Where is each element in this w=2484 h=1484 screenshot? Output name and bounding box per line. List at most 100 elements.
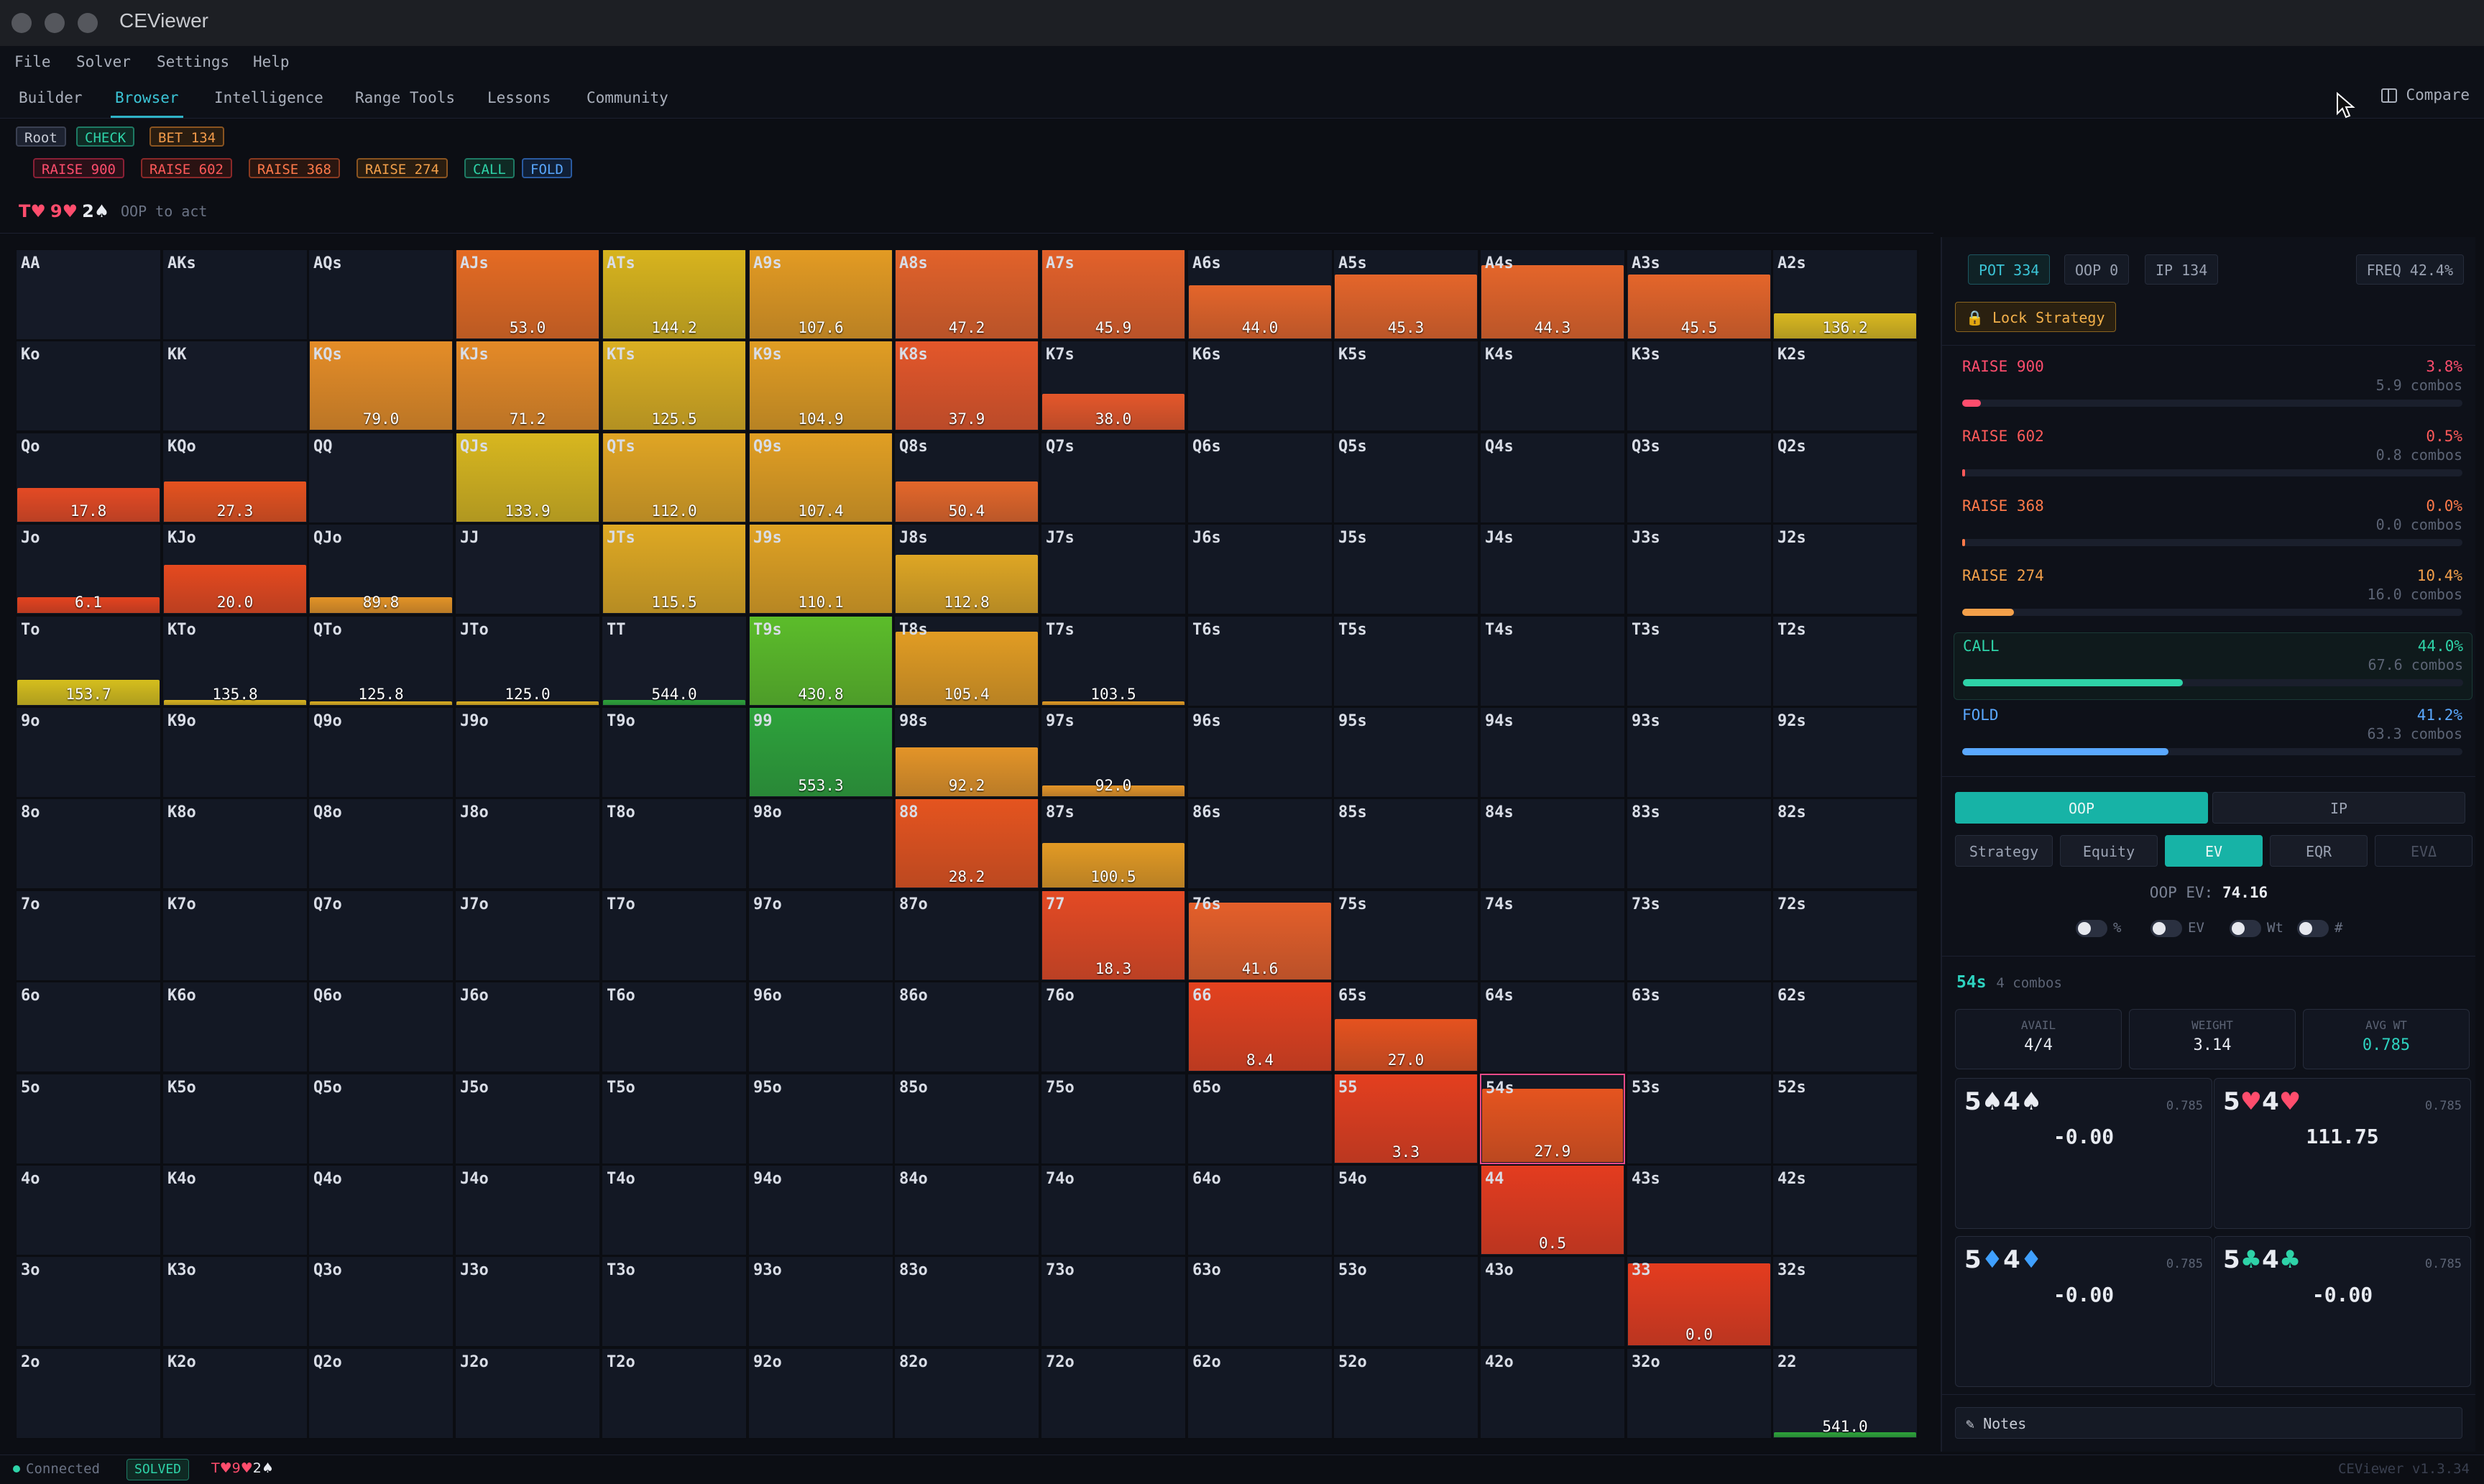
hand-cell[interactable]: 110.1 J9s — [748, 524, 893, 614]
hand-cell[interactable]: K3s — [1627, 341, 1772, 431]
hand-cell[interactable]: 112.8 J8s — [894, 524, 1039, 614]
hand-cell[interactable]: Q5o — [308, 1074, 454, 1164]
hand-cell[interactable]: T9o — [602, 707, 747, 798]
hand-cell[interactable]: 5o — [16, 1074, 161, 1164]
metric-tab-equity[interactable]: Equity — [2060, 835, 2158, 867]
hand-cell[interactable]: AKs — [162, 249, 308, 340]
option-chip-raise-900[interactable]: RAISE 900 — [33, 158, 124, 178]
action-row-raise-602[interactable]: RAISE 602 0.5% 0.8 combos — [1954, 423, 2471, 489]
hand-cell[interactable]: 3.3 55 — [1333, 1074, 1478, 1164]
hand-cell[interactable]: 27.0 65s — [1333, 982, 1478, 1072]
hand-cell[interactable]: Q4s — [1480, 433, 1625, 523]
menu-settings[interactable]: Settings — [157, 53, 230, 70]
hand-cell[interactable]: T5o — [602, 1074, 747, 1164]
hand-cell[interactable]: 45.3 A5s — [1333, 249, 1478, 340]
hand-cell[interactable]: J5o — [455, 1074, 600, 1164]
hand-cell[interactable]: 82o — [894, 1348, 1039, 1439]
hand-cell[interactable]: 83o — [894, 1256, 1039, 1347]
hand-cell[interactable]: 95s — [1333, 707, 1478, 798]
hand-cell[interactable]: 27.9 54s — [1480, 1074, 1625, 1164]
hand-cell[interactable]: 45.5 A3s — [1627, 249, 1772, 340]
hand-cell[interactable]: 72s — [1772, 890, 1918, 981]
hand-cell[interactable]: 107.6 A9s — [748, 249, 893, 340]
hand-cell[interactable]: 2o — [16, 1348, 161, 1439]
option-chip-raise-602[interactable]: RAISE 602 — [141, 158, 232, 178]
hand-cell[interactable]: 0.0 33 — [1627, 1256, 1772, 1347]
hand-cell[interactable]: Q7s — [1041, 433, 1186, 523]
hand-cell[interactable]: AQs — [308, 249, 454, 340]
hand-cell[interactable]: K2o — [162, 1348, 308, 1439]
hand-cell[interactable]: 44.3 A4s — [1480, 249, 1625, 340]
hand-cell[interactable]: 50.4 Q8s — [894, 433, 1039, 523]
hand-cell[interactable]: 17.8 Qo — [16, 433, 161, 523]
hand-cell[interactable]: 32o — [1627, 1348, 1772, 1439]
hand-cell[interactable]: 47.2 A8s — [894, 249, 1039, 340]
combo-card[interactable]: 5♠4♠ 0.785 -0.00 — [1955, 1078, 2212, 1229]
hand-cell[interactable]: 96o — [748, 982, 893, 1072]
hand-cell[interactable]: 74s — [1480, 890, 1625, 981]
hand-cell[interactable]: J2o — [455, 1348, 600, 1439]
hand-cell[interactable]: 92s — [1772, 707, 1918, 798]
notes-button[interactable]: ✎ Notes — [1955, 1407, 2462, 1439]
hand-cell[interactable]: 27.3 KQo — [162, 433, 308, 523]
hand-cell[interactable]: T8o — [602, 798, 747, 889]
hand-cell[interactable]: 92.0 97s — [1041, 707, 1186, 798]
hand-cell[interactable]: 144.2 ATs — [602, 249, 747, 340]
lock-strategy-button[interactable]: 🔒 Lock Strategy — [1955, 302, 2116, 332]
metric-tab-eqr[interactable]: EQR — [2270, 835, 2368, 867]
tab-intelligence[interactable]: Intelligence — [214, 89, 323, 106]
hand-cell[interactable]: T5s — [1333, 616, 1478, 706]
hand-cell[interactable]: 62o — [1187, 1348, 1333, 1439]
hand-cell[interactable]: 28.2 88 — [894, 798, 1039, 889]
hand-cell[interactable]: 94s — [1480, 707, 1625, 798]
action-row-raise-368[interactable]: RAISE 368 0.0% 0.0 combos — [1954, 493, 2471, 559]
tab-browser[interactable]: Browser — [111, 86, 183, 118]
hand-cell[interactable]: 8.4 66 — [1187, 982, 1333, 1072]
hand-cell[interactable]: 92.2 98s — [894, 707, 1039, 798]
hand-cell[interactable]: 82s — [1772, 798, 1918, 889]
tab-range-tools[interactable]: Range Tools — [355, 89, 456, 106]
hand-cell[interactable]: 86o — [894, 982, 1039, 1072]
hand-cell[interactable]: K7o — [162, 890, 308, 981]
close-window-button[interactable] — [12, 13, 32, 33]
hand-cell[interactable]: T4s — [1480, 616, 1625, 706]
hand-cell[interactable]: J4s — [1480, 524, 1625, 614]
hand-cell[interactable]: Q5s — [1333, 433, 1478, 523]
hand-cell[interactable]: Q2o — [308, 1348, 454, 1439]
hand-cell[interactable]: J7s — [1041, 524, 1186, 614]
hand-cell[interactable]: 85o — [894, 1074, 1039, 1164]
hand-cell[interactable]: 20.0 KJo — [162, 524, 308, 614]
hand-cell[interactable]: 84o — [894, 1165, 1039, 1255]
hand-cell[interactable]: J4o — [455, 1165, 600, 1255]
hand-cell[interactable]: 100.5 87s — [1041, 798, 1186, 889]
hand-cell[interactable]: T6o — [602, 982, 747, 1072]
hand-cell[interactable]: T7o — [602, 890, 747, 981]
hand-cell[interactable]: 53.0 AJs — [455, 249, 600, 340]
hand-cell[interactable]: 9o — [16, 707, 161, 798]
hand-cell[interactable]: 93s — [1627, 707, 1772, 798]
hand-cell[interactable]: 83s — [1627, 798, 1772, 889]
player-tab-ip[interactable]: IP — [2212, 792, 2465, 824]
hand-cell[interactable]: 97o — [748, 890, 893, 981]
hand-cell[interactable]: JJ — [455, 524, 600, 614]
hand-cell[interactable]: 103.5 T7s — [1041, 616, 1186, 706]
metric-tab-ev-delta[interactable]: EVΔ — [2375, 835, 2472, 867]
hand-cell[interactable]: 44.0 A6s — [1187, 249, 1333, 340]
action-row-raise-274[interactable]: RAISE 274 10.4% 16.0 combos — [1954, 563, 2471, 629]
hand-cell[interactable]: 52o — [1333, 1348, 1478, 1439]
hand-cell[interactable]: 84s — [1480, 798, 1625, 889]
hand-cell[interactable]: 37.9 K8s — [894, 341, 1039, 431]
tab-community[interactable]: Community — [586, 89, 668, 106]
option-chip-raise-274[interactable]: RAISE 274 — [356, 158, 448, 178]
hand-cell[interactable]: 42o — [1480, 1348, 1625, 1439]
hand-cell[interactable]: 85s — [1333, 798, 1478, 889]
hand-cell[interactable]: Ko — [16, 341, 161, 431]
hand-cell[interactable]: 73o — [1041, 1256, 1186, 1347]
hand-cell[interactable]: 87o — [894, 890, 1039, 981]
hand-cell[interactable]: J3s — [1627, 524, 1772, 614]
combo-card[interactable]: 5♣4♣ 0.785 -0.00 — [2214, 1236, 2471, 1387]
hand-cell[interactable]: T2o — [602, 1348, 747, 1439]
hand-cell[interactable]: K9o — [162, 707, 308, 798]
hand-cell[interactable]: 7o — [16, 890, 161, 981]
hand-cell[interactable]: 64o — [1187, 1165, 1333, 1255]
